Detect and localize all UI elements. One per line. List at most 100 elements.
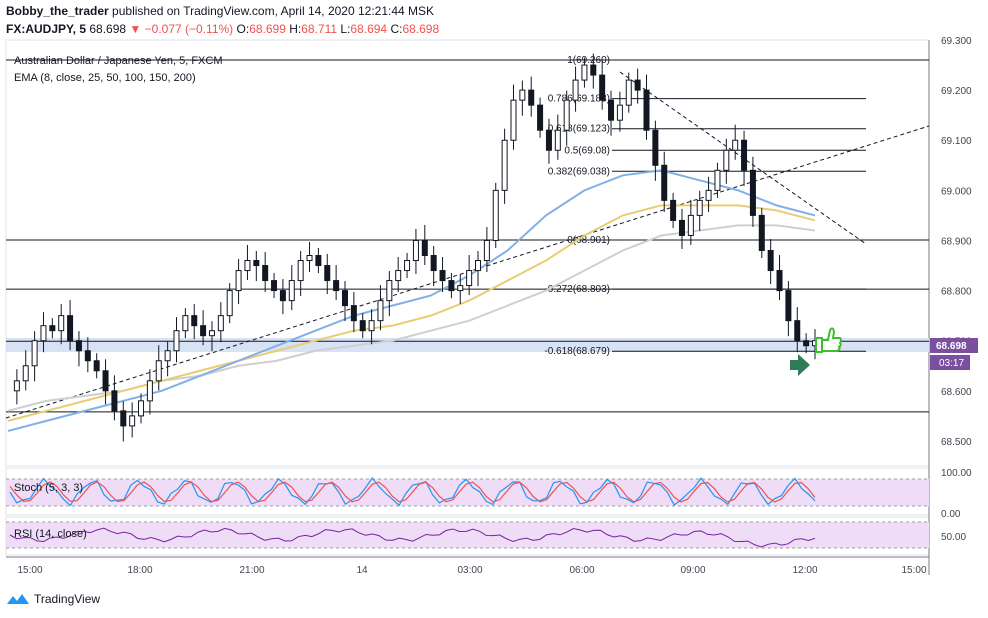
stoch-tick-0: 0.00 xyxy=(941,509,961,520)
candle-body xyxy=(386,280,393,302)
publish-line: Bobby_the_trader published on TradingVie… xyxy=(6,4,434,18)
candle-body xyxy=(803,340,810,347)
candle-body xyxy=(200,325,207,337)
price-tick: 69.200 xyxy=(941,86,972,97)
candle-body xyxy=(191,315,198,327)
price-tick: 68.900 xyxy=(941,236,972,247)
candle-body xyxy=(670,199,677,221)
time-axis-labels: 15:00 18:00 21:00 14 03:00 06:00 09:00 12:00 15:… xyxy=(17,565,926,576)
time-tick: 12:00 xyxy=(792,565,817,576)
candle-body xyxy=(483,239,490,262)
price-tick: 69.300 xyxy=(941,36,972,47)
support-zone xyxy=(6,338,929,352)
candle-body xyxy=(519,89,526,101)
time-tick: 09:00 xyxy=(680,565,705,576)
instrument-legend[interactable]: Australian Dollar / Japanese Yen, 5, FXC… xyxy=(14,55,223,67)
candle-body xyxy=(652,129,659,166)
candle-body xyxy=(643,89,650,131)
candle-body xyxy=(510,99,517,141)
ema-legend[interactable]: EMA (8, close, 25, 50, 100, 150, 200) xyxy=(14,72,196,84)
candle-body xyxy=(58,315,65,332)
candle-body xyxy=(785,290,792,322)
quote-line: FX:AUDJPY, 5 68.698 ▼ −0.077 (−0.11%) O:… xyxy=(6,22,439,36)
price-tick: 68.600 xyxy=(941,387,972,398)
candle-body xyxy=(155,360,162,382)
candle-body xyxy=(164,350,171,362)
candle-body xyxy=(102,370,109,392)
time-tick: 14 xyxy=(356,565,368,576)
fibonacci-retracement[interactable]: 1(69.260) 0.786(69.183) 0.618(69.123) 0.5(6… xyxy=(544,55,866,357)
fib-label: 0.382(69.038) xyxy=(548,166,610,177)
candle-body xyxy=(368,320,375,332)
candle-body xyxy=(262,265,269,282)
candle-body xyxy=(599,74,606,101)
candle-body xyxy=(457,285,464,292)
candle-body xyxy=(661,164,668,201)
time-tick: 06:00 xyxy=(569,565,594,576)
candle-body xyxy=(75,340,82,352)
ema-mid-line xyxy=(7,204,816,422)
last-price: 68.698 xyxy=(89,22,127,36)
change-text: −0.077 (−0.11%) xyxy=(144,22,234,36)
candle-body xyxy=(608,99,615,121)
rsi-legend[interactable]: RSI (14, close) xyxy=(14,528,87,540)
candle-body xyxy=(297,260,304,282)
candle-body xyxy=(794,320,801,342)
candle-body xyxy=(84,350,91,362)
price-pane[interactable] xyxy=(5,39,930,467)
tradingview-logo-icon xyxy=(7,594,29,604)
candle-body xyxy=(776,270,783,292)
open-label: O: xyxy=(236,22,250,36)
fib-label: 1(69.260) xyxy=(567,55,610,66)
footer: TradingView xyxy=(6,592,100,606)
stoch-legend[interactable]: Stoch (5, 3, 3) xyxy=(14,482,83,494)
candle-body xyxy=(253,260,260,267)
candle-body xyxy=(749,169,756,216)
candle-body xyxy=(22,365,29,382)
rsi-band xyxy=(6,522,929,548)
candle-body xyxy=(732,139,739,151)
candle-body xyxy=(475,260,482,272)
candle-body xyxy=(244,260,251,272)
price-badge-value: 68.698 xyxy=(936,341,967,352)
candle-body xyxy=(120,410,127,427)
candle-body xyxy=(111,390,118,412)
candle-body xyxy=(448,280,455,292)
rsi-line xyxy=(9,527,816,548)
candle-body xyxy=(324,265,331,282)
price-tick: 69.000 xyxy=(941,186,972,197)
brand-name[interactable]: TradingView xyxy=(34,592,101,606)
high-label: H: xyxy=(289,22,302,36)
horizontal-levels xyxy=(6,59,929,413)
candle-body xyxy=(501,139,508,191)
candle-body xyxy=(395,270,402,282)
author-name[interactable]: Bobby_the_trader xyxy=(6,4,109,18)
candles xyxy=(13,53,818,442)
candle-body xyxy=(634,79,641,91)
time-tick: 15:00 xyxy=(901,565,926,576)
candle-body xyxy=(377,300,384,322)
price-tick: 69.100 xyxy=(941,136,972,147)
candle-body xyxy=(723,149,730,171)
candle-body xyxy=(767,249,774,272)
candle-body xyxy=(439,270,446,282)
candle-body xyxy=(714,169,721,191)
candle-body xyxy=(430,255,437,272)
candle-body xyxy=(545,129,552,151)
price-badge xyxy=(930,338,978,353)
ema-slow-line xyxy=(7,224,816,412)
candle-body xyxy=(333,280,340,292)
fib-label: -0.272(68.803) xyxy=(544,284,610,295)
low-value: 68.694 xyxy=(350,22,388,36)
time-tick: 18:00 xyxy=(127,565,152,576)
candle-body xyxy=(537,104,544,131)
candle-body xyxy=(404,260,411,272)
candle-body xyxy=(741,139,748,171)
stoch-tick-100: 100.00 xyxy=(941,468,972,479)
countdown-badge xyxy=(930,355,970,370)
candle-body xyxy=(208,330,215,337)
candle-body xyxy=(528,89,535,106)
stoch-d-line xyxy=(9,481,816,503)
thumbs-up-icon xyxy=(815,327,842,353)
